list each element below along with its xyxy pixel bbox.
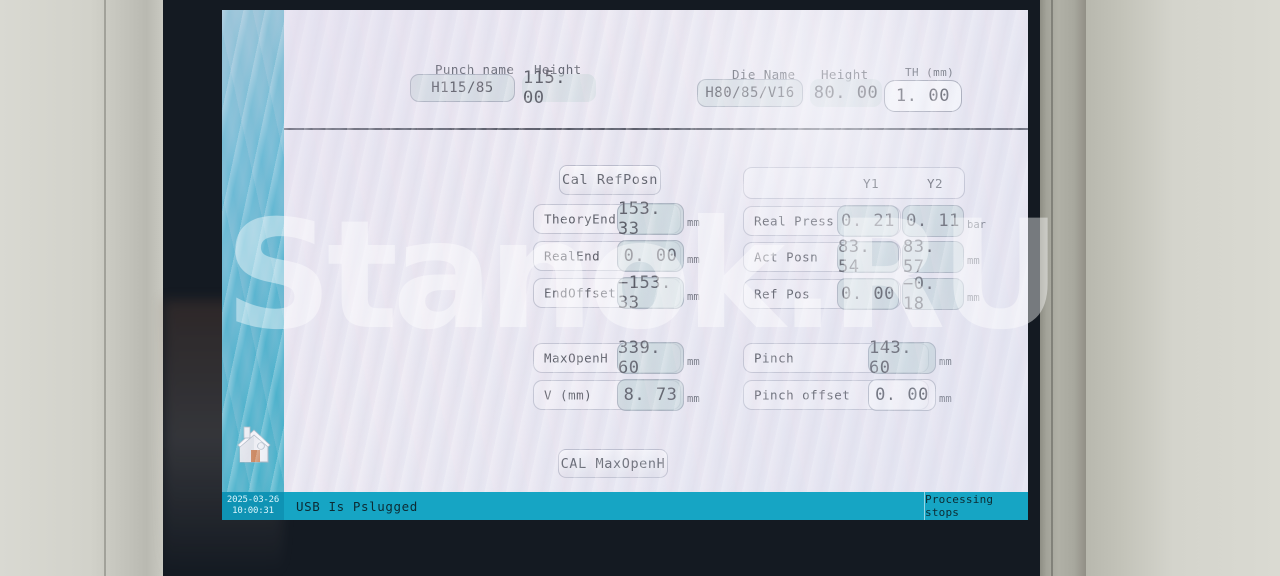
pinch-unit: mm [939, 356, 952, 368]
status-bar: 2025-03-26 10:00:31 USB Is Pslugged Proc… [222, 492, 1028, 520]
theoryend-value[interactable]: 153. 33 [617, 199, 684, 239]
ref-pos-y2-value[interactable]: −0. 18 [902, 274, 964, 314]
pinch-value[interactable]: 143. 60 [868, 338, 936, 378]
background-wall-left [0, 0, 163, 576]
ref-pos-label: Ref Pos [754, 286, 811, 302]
hmi-screen: Punch name H115/85 Height 115. 00 Die Na… [222, 10, 1028, 520]
theoryend-label: TheoryEnd [544, 211, 617, 227]
act-posn-unit: mm [967, 255, 980, 267]
axis-header-y2: Y2 [927, 176, 944, 191]
real-press-y2-value: 0. 11 [902, 205, 964, 237]
th-value[interactable]: 1. 00 [884, 80, 962, 112]
real-press-y1-value: 0. 21 [837, 205, 899, 237]
status-clock: 2025-03-26 10:00:31 [222, 492, 284, 520]
endoffset-value[interactable]: −153. 33 [617, 273, 684, 313]
punch-name-value[interactable]: H115/85 [410, 74, 515, 102]
status-message: USB Is Pslugged [296, 498, 418, 514]
cal-refposn-button[interactable]: Cal RefPosn [559, 165, 661, 195]
machine-frame-post [1040, 0, 1086, 576]
realend-value[interactable]: 0. 00 [617, 240, 684, 272]
endoffset-label: EndOffset [544, 285, 617, 301]
th-label: TH (mm) [905, 66, 955, 79]
v-unit: mm [687, 393, 700, 405]
maxopenh-unit: mm [687, 356, 700, 368]
realend-unit: mm [687, 254, 700, 266]
act-posn-label: Act Posn [754, 249, 819, 265]
pinch-offset-value[interactable]: 0. 00 [868, 379, 936, 411]
sidebar [222, 10, 284, 520]
pinch-offset-unit: mm [939, 393, 952, 405]
status-badge: Processing stops [924, 492, 1028, 520]
die-height-value: 80. 00 [810, 79, 882, 107]
theoryend-unit: mm [687, 217, 700, 229]
axis-header-bar: Y1 Y2 [743, 167, 965, 199]
real-press-unit: bar [967, 219, 986, 231]
header-divider [284, 128, 1028, 130]
realend-label: RealEnd [544, 248, 601, 264]
die-name-value[interactable]: H80/85/V16 [697, 79, 803, 107]
real-press-label: Real Press [754, 213, 835, 229]
background-wall-right [1083, 0, 1280, 576]
v-value[interactable]: 8. 73 [617, 379, 684, 411]
axis-header-y1: Y1 [863, 176, 880, 191]
act-posn-y1-value: 83. 54 [837, 237, 899, 277]
ref-pos-unit: mm [967, 292, 980, 304]
home-icon[interactable] [232, 422, 276, 470]
punch-height-value: 115. 00 [522, 68, 596, 108]
endoffset-unit: mm [687, 291, 700, 303]
main-content: Punch name H115/85 Height 115. 00 Die Na… [284, 10, 1028, 520]
v-label: V (mm) [544, 387, 593, 403]
maxopenh-label: MaxOpenH [544, 350, 609, 366]
pinch-label: Pinch [754, 350, 795, 366]
cal-maxopenh-button[interactable]: CAL MaxOpenH [558, 449, 668, 478]
pinch-offset-label: Pinch offset [754, 387, 851, 403]
maxopenh-value[interactable]: 339. 60 [617, 338, 684, 378]
ref-pos-y1-value[interactable]: 0. 00 [837, 278, 899, 310]
status-date: 2025-03-26 [226, 495, 280, 505]
act-posn-y2-value: 83. 57 [902, 237, 964, 277]
status-time: 10:00:31 [232, 506, 274, 516]
